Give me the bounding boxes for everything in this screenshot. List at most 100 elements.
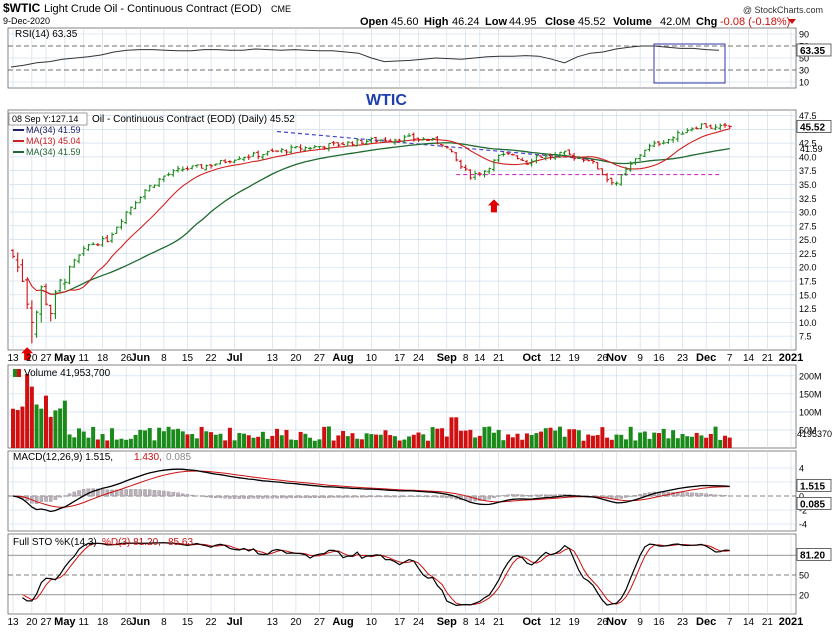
price-tick-label: 10.0 xyxy=(799,318,817,328)
price-tick-label: 17.5 xyxy=(799,277,817,287)
x-tick-label: Jul xyxy=(227,352,243,364)
volume-bar xyxy=(161,431,166,448)
macd-histogram-bar xyxy=(388,495,392,498)
volume-bar xyxy=(20,406,25,448)
volume-bar xyxy=(58,408,63,448)
volume-bar xyxy=(576,430,581,448)
x-tick-label-bottom: 8 xyxy=(463,617,469,628)
sto-last-value: 81.20 xyxy=(800,550,825,561)
volume-bar xyxy=(666,438,671,448)
price-tick-label: 27.5 xyxy=(799,221,817,231)
ma34-legend-b: MA(34) 41.59 xyxy=(26,147,81,157)
macd-histogram-bar xyxy=(190,494,194,497)
volume-bar xyxy=(355,438,360,448)
macd-histogram-bar xyxy=(72,491,77,497)
macd-histogram-bar xyxy=(256,495,260,499)
macd-histogram-bar xyxy=(294,495,298,498)
macd-histogram-bar xyxy=(402,495,407,498)
volume-bar xyxy=(392,436,397,448)
x-tick-label-bottom: 16 xyxy=(653,617,665,628)
volume-bar xyxy=(308,437,313,448)
watermark: @ StockCharts.com xyxy=(743,5,823,15)
volume-bar xyxy=(628,426,633,448)
volume-bar xyxy=(39,408,44,448)
volume-bar xyxy=(642,431,647,448)
x-tick-label: 24 xyxy=(413,353,425,364)
volume-bar xyxy=(383,430,388,448)
volume-bar xyxy=(77,428,82,448)
volume-last-value: 41953700 xyxy=(797,429,832,439)
macd-histogram-bar xyxy=(39,495,44,502)
rsi-last-value-box xyxy=(796,43,832,57)
macd-histogram-bar xyxy=(336,495,341,498)
volume-bar xyxy=(124,439,129,448)
x-tick-label-bottom: 9 xyxy=(637,617,643,628)
x-axis: 131320202727MayMay111118182626JunJun8815… xyxy=(7,352,803,628)
volume-bar xyxy=(284,429,289,448)
macd-histogram-bar xyxy=(445,495,449,499)
volume-tick-label: 100M xyxy=(799,407,822,417)
volume-bar xyxy=(62,400,67,448)
macd-histogram-bar xyxy=(478,495,482,501)
contract-name: Light Crude Oil - Continuous Contract (E… xyxy=(44,3,262,15)
high-label: High xyxy=(424,16,449,28)
price-tick-label: 40.0 xyxy=(799,152,817,162)
volume-bar xyxy=(600,427,605,448)
macd-last-value: 1.515 xyxy=(800,481,825,492)
macd-histogram-bar xyxy=(383,495,388,498)
volume-bar xyxy=(133,434,138,448)
x-tick-label-bottom: 19 xyxy=(569,617,581,628)
grid-lines xyxy=(8,28,796,614)
macd-signal-label: 1.430, xyxy=(134,452,162,463)
volume-bar xyxy=(100,434,105,448)
macd-histogram-bar xyxy=(289,495,293,499)
volume-bar xyxy=(110,428,115,448)
volume-bar xyxy=(506,434,511,448)
volume-value: 42.0M xyxy=(660,16,691,28)
macd-histogram-bar xyxy=(228,495,232,499)
macd-histogram-bar xyxy=(355,495,359,498)
volume-bar xyxy=(91,426,96,448)
volume-bar xyxy=(81,431,86,448)
x-tick-label-bottom: 17 xyxy=(394,617,406,628)
macd-histogram-bar xyxy=(53,495,58,500)
volume-bar xyxy=(694,432,699,448)
x-tick-label: 20 xyxy=(26,353,38,364)
x-tick-label-bottom: 14 xyxy=(743,617,755,628)
volume-bar xyxy=(185,434,190,448)
volume-bar xyxy=(265,438,270,448)
price-tick-label: 25.0 xyxy=(799,235,817,245)
rsi-last-value: 63.35 xyxy=(800,46,825,57)
high-value: 46.24 xyxy=(452,16,480,28)
volume-bar xyxy=(218,433,223,448)
macd-histogram-bar xyxy=(360,495,364,498)
x-tick-label: 22 xyxy=(205,353,217,364)
macd-histogram-bar xyxy=(430,495,435,498)
volume-bar xyxy=(609,439,614,448)
macd-histogram-bar xyxy=(548,494,553,497)
macd-histogram-bar xyxy=(247,495,251,499)
volume-bar xyxy=(204,431,209,448)
volume-bar xyxy=(15,410,20,448)
volume-bar xyxy=(652,432,657,448)
x-tick-label: Oct xyxy=(522,352,541,364)
close-label: Close xyxy=(545,16,575,28)
volume-bar xyxy=(147,428,152,448)
x-tick-label: 2021 xyxy=(779,352,803,364)
low-value: 44.95 xyxy=(509,16,537,28)
volume-bar xyxy=(256,436,261,448)
wtic-annotation: WTIC xyxy=(366,92,407,109)
volume-bar xyxy=(487,426,492,448)
up-arrow-icon xyxy=(21,347,34,361)
macd-histogram-bar xyxy=(119,489,124,497)
volume-bar xyxy=(374,434,379,448)
x-tick-label: 15 xyxy=(182,353,194,364)
x-tick-label-bottom: 21 xyxy=(762,617,774,628)
macd-histogram-bar xyxy=(341,495,345,498)
volume-bar xyxy=(34,404,39,448)
macd-histogram-bar xyxy=(133,489,138,497)
macd-label: MACD(12,26,9) 1.515, xyxy=(13,452,113,463)
